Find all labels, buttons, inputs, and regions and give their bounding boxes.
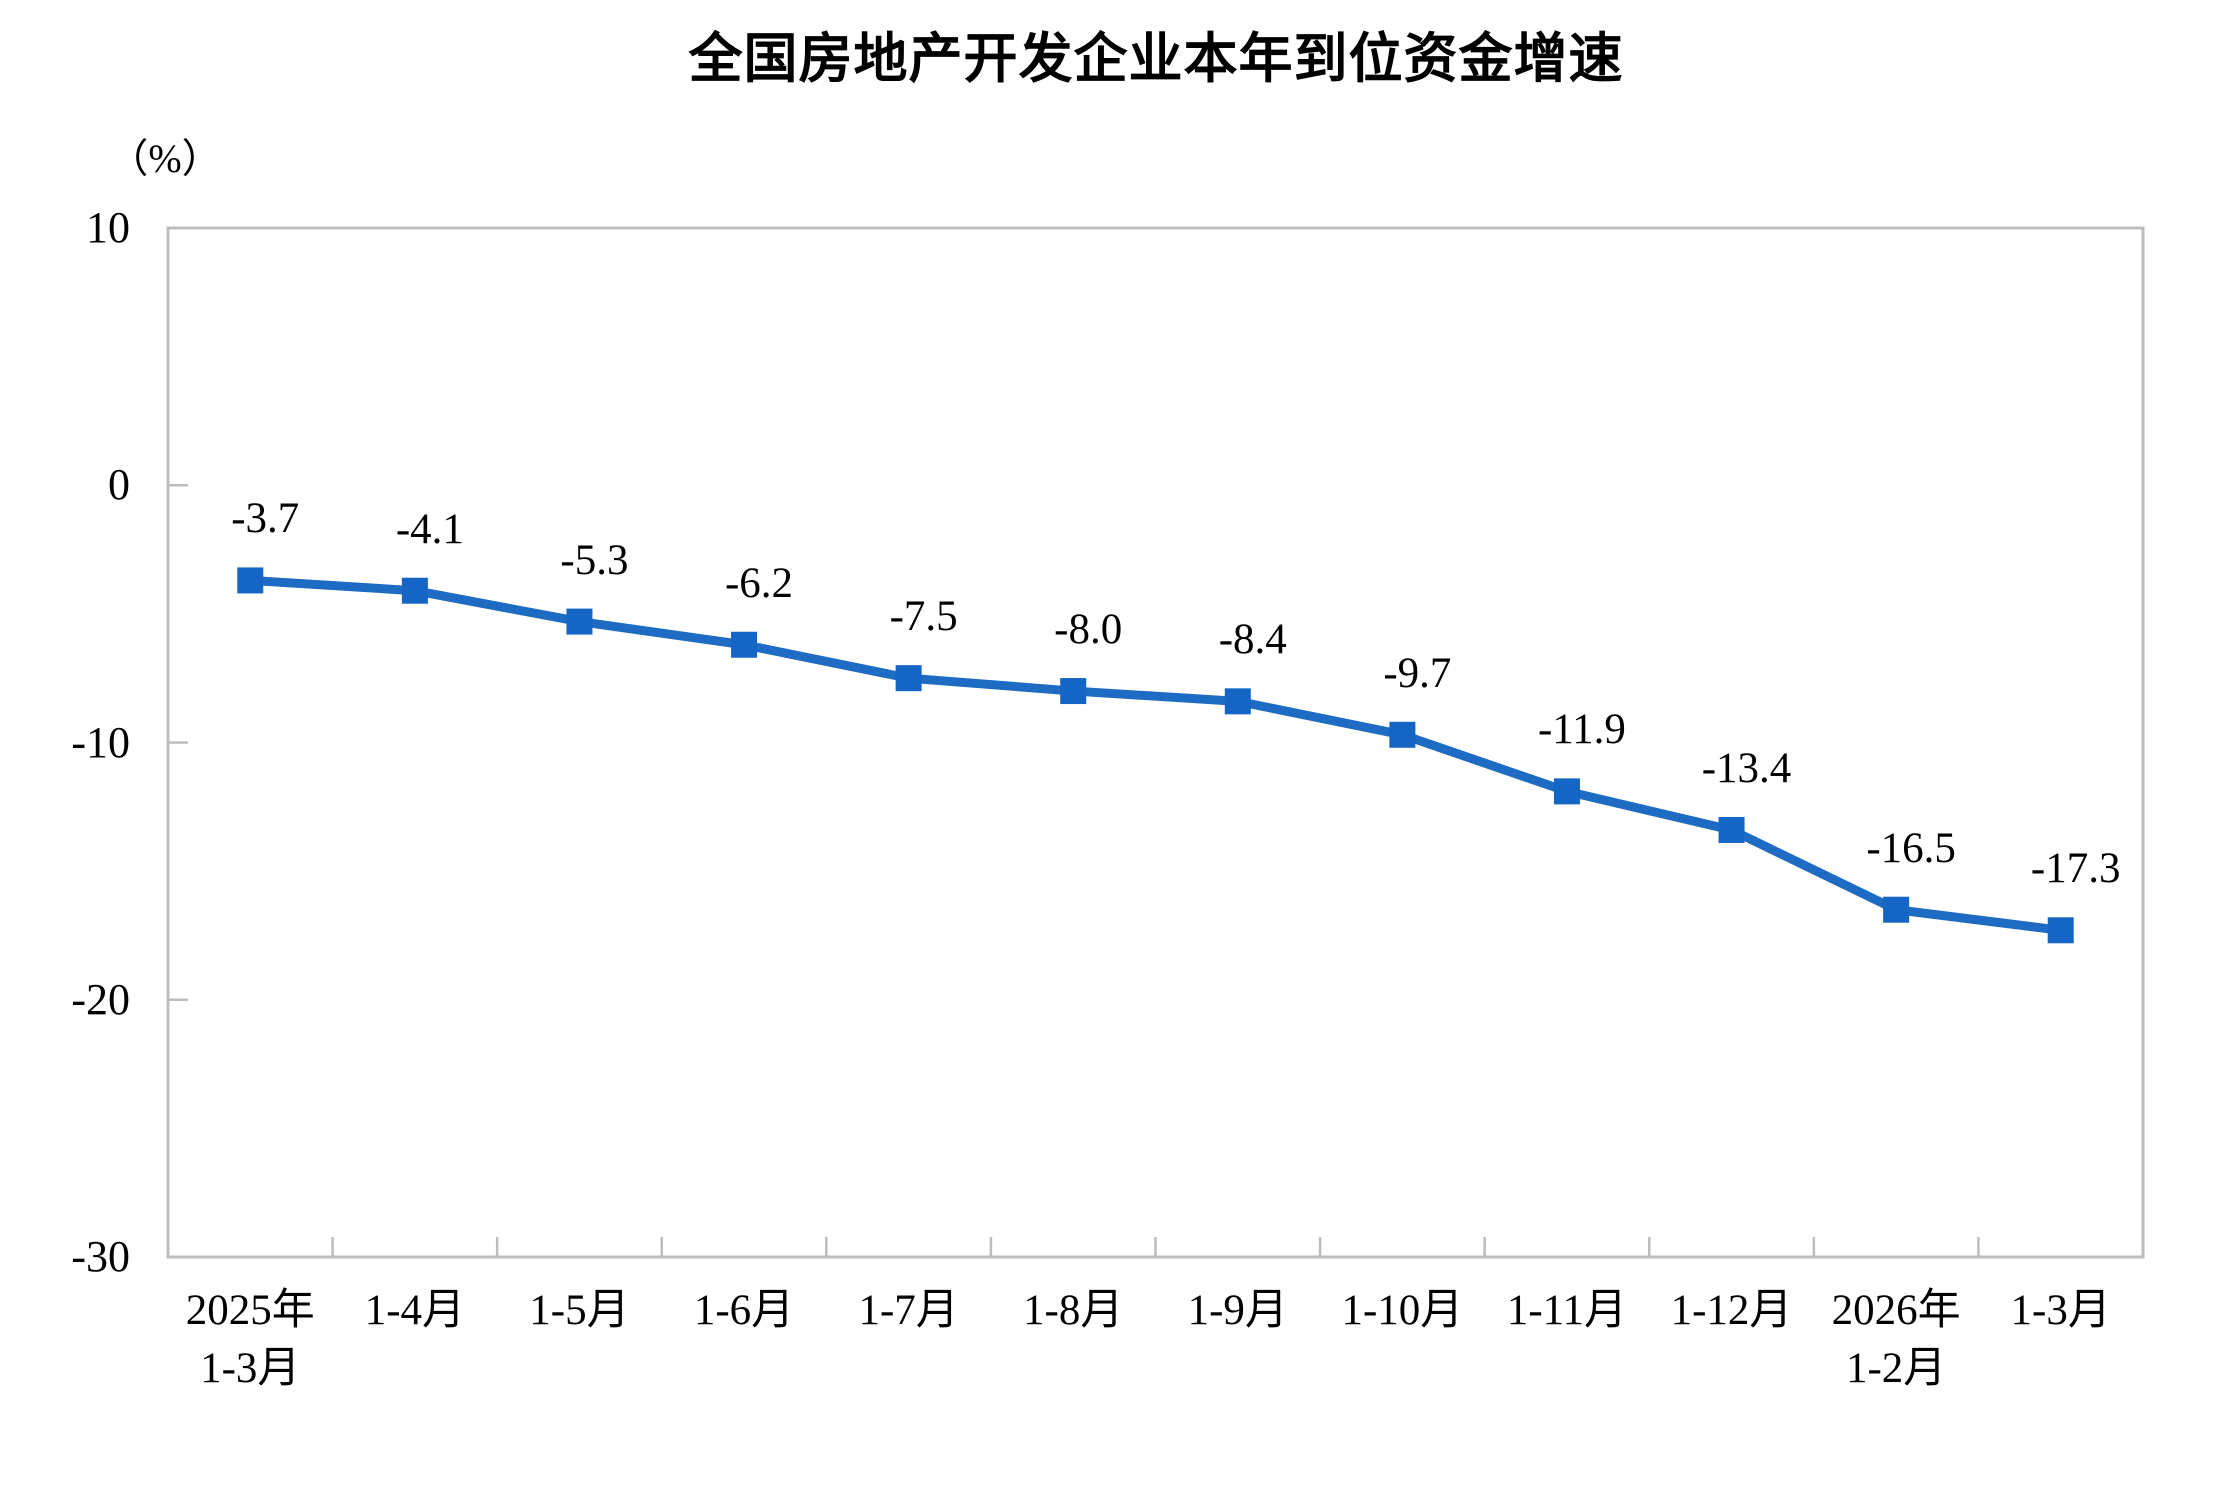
y-tick-label: -30: [71, 1232, 130, 1281]
data-point-marker: [566, 608, 593, 635]
y-tick-label: -20: [71, 974, 130, 1024]
x-tick-label: 1-7月: [858, 1287, 959, 1334]
x-tick-label: 1-11月: [1506, 1287, 1628, 1334]
x-tick-label: 1-5月: [529, 1287, 630, 1334]
data-point-marker: [1553, 778, 1580, 805]
x-tick-label: 1-4月: [364, 1287, 466, 1334]
x-tick-label: 1-10月: [1341, 1287, 1464, 1334]
data-point-marker: [731, 631, 758, 658]
x-tick-label: 1-12月: [1670, 1287, 1793, 1334]
chart-title: 全国房地产开发企业本年到位资金增速: [688, 29, 1624, 89]
y-tick-label: 0: [108, 460, 130, 510]
data-point-label: -4.1: [395, 505, 464, 553]
x-tick-label: 1-3月: [2010, 1287, 2111, 1334]
data-point-marker: [1224, 688, 1251, 715]
data-point-label: -8.4: [1218, 616, 1287, 664]
data-point-marker: [401, 577, 428, 604]
data-point-marker: [237, 567, 264, 594]
data-point-label: -3.7: [231, 495, 300, 543]
plot-border: [166, 226, 2145, 1259]
data-point-marker: [1883, 896, 1910, 923]
data-point-marker: [2047, 917, 2074, 944]
data-point-marker: [895, 665, 922, 692]
data-point-label: -8.0: [1054, 606, 1123, 654]
data-point-label: -5.3: [560, 536, 629, 584]
data-point-marker: [1060, 678, 1087, 705]
data-point-label: -6.2: [724, 559, 794, 607]
data-point-label: -17.3: [2030, 845, 2121, 893]
data-point-label: -9.7: [1383, 649, 1452, 697]
y-tick-label: 10: [86, 203, 130, 252]
x-tick-label: 1-8月: [1023, 1287, 1124, 1334]
data-point-marker: [1389, 721, 1416, 748]
series-line: [245, 575, 2066, 935]
x-tick-label: 1-9月: [1187, 1287, 1288, 1334]
data-point-label: -7.5: [889, 593, 958, 641]
x-tick-label: 2025年 1-3月: [185, 1287, 315, 1392]
x-tick-label: 1-6月: [693, 1287, 795, 1334]
data-point-label: -16.5: [1866, 824, 1956, 872]
data-point-marker: [1718, 816, 1745, 843]
x-tick-label: 2026年 1-2月: [1831, 1287, 1961, 1392]
y-tick-label: -10: [71, 717, 130, 767]
data-point-label: -11.9: [1537, 706, 1626, 754]
data-point-label: -13.4: [1701, 744, 1792, 792]
y-axis-unit-label: （%）: [108, 136, 222, 181]
